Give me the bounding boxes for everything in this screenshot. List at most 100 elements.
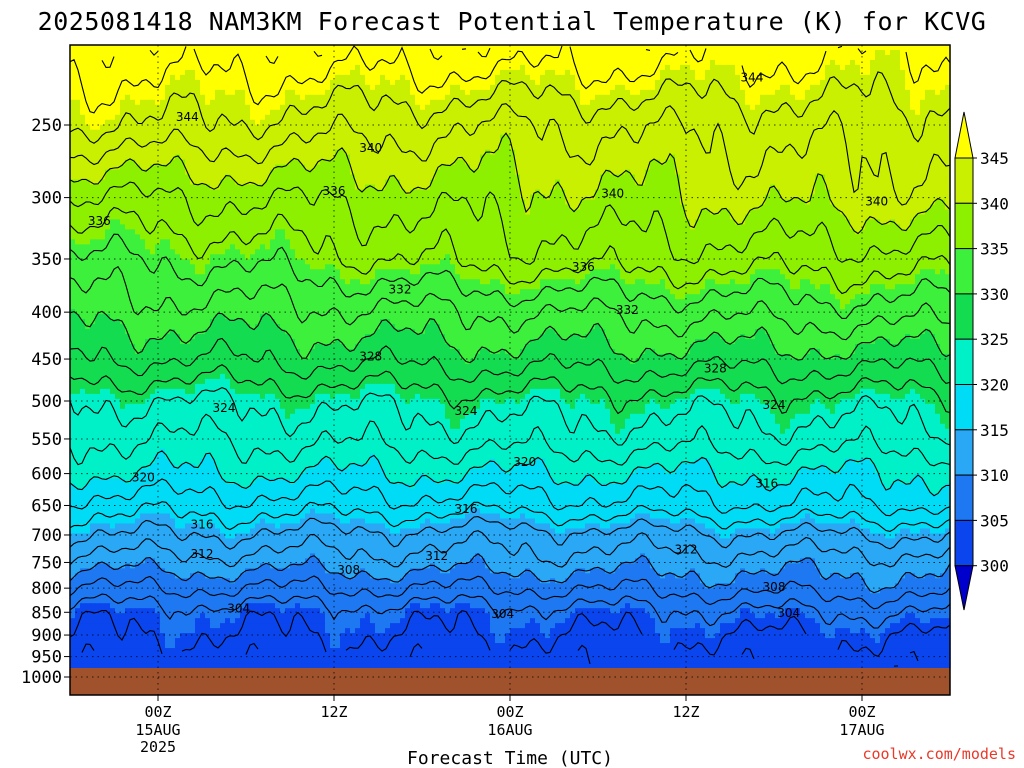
field-cell	[815, 105, 821, 111]
field-cell	[715, 165, 721, 171]
field-cell	[190, 155, 196, 161]
field-cell	[240, 90, 246, 96]
field-cell	[525, 75, 531, 81]
field-cell	[275, 75, 281, 81]
field-cell	[885, 175, 891, 181]
field-cell	[480, 105, 486, 111]
field-cell	[655, 155, 661, 161]
field-cell	[900, 160, 906, 166]
field-cell	[870, 100, 876, 106]
field-cell	[215, 110, 221, 116]
field-cell	[135, 65, 141, 71]
field-cell	[665, 90, 671, 96]
field-cell	[480, 135, 486, 141]
field-cell	[610, 85, 616, 91]
field-cell	[200, 85, 206, 91]
field-cell	[105, 85, 111, 91]
field-cell	[380, 85, 386, 91]
field-cell	[875, 90, 881, 96]
field-cell	[780, 115, 786, 121]
field-cell	[675, 155, 681, 161]
field-cell	[115, 100, 121, 106]
field-cell	[100, 80, 106, 86]
field-cell	[525, 50, 531, 56]
field-cell	[920, 100, 926, 106]
field-cell	[770, 130, 776, 136]
field-cell	[95, 55, 101, 61]
field-cell	[925, 150, 931, 156]
field-cell	[330, 50, 336, 56]
field-cell	[270, 150, 276, 156]
field-cell	[390, 50, 396, 56]
field-cell	[210, 180, 216, 186]
field-cell	[255, 145, 261, 151]
field-cell	[850, 135, 856, 141]
field-cell	[315, 60, 321, 66]
field-cell	[340, 125, 346, 131]
field-cell	[205, 85, 211, 91]
field-cell	[315, 145, 321, 151]
field-cell	[100, 140, 106, 146]
field-cell	[280, 50, 286, 56]
field-cell	[95, 185, 101, 191]
field-cell	[665, 85, 671, 91]
field-cell	[640, 65, 646, 71]
field-cell	[525, 140, 531, 146]
field-cell	[690, 60, 696, 66]
field-cell	[140, 125, 146, 131]
field-cell	[860, 135, 866, 141]
field-cell	[615, 55, 621, 61]
field-cell	[700, 115, 706, 121]
field-cell	[705, 180, 711, 186]
field-cell	[840, 175, 846, 181]
field-cell	[915, 100, 921, 106]
field-cell	[265, 140, 271, 146]
field-cell	[535, 50, 541, 56]
field-cell	[520, 140, 526, 146]
field-cell	[765, 70, 771, 76]
field-cell	[790, 170, 796, 176]
field-cell	[145, 185, 151, 191]
field-cell	[905, 95, 911, 101]
field-cell	[170, 180, 176, 186]
field-cell	[75, 110, 81, 116]
field-cell	[80, 115, 86, 121]
field-cell	[795, 105, 801, 111]
field-cell	[150, 90, 156, 96]
field-cell	[770, 65, 776, 71]
field-cell	[490, 145, 496, 151]
field-cell	[785, 90, 791, 96]
field-cell	[365, 110, 371, 116]
field-cell	[650, 60, 656, 66]
field-cell	[820, 160, 826, 166]
field-cell	[530, 180, 536, 186]
field-cell	[415, 175, 421, 181]
field-cell	[450, 155, 456, 161]
field-cell	[635, 70, 641, 76]
field-cell	[850, 110, 856, 116]
field-cell	[405, 90, 411, 96]
field-cell	[85, 45, 91, 51]
field-cell	[255, 175, 261, 181]
field-cell	[615, 80, 621, 86]
field-cell	[75, 95, 81, 101]
field-cell	[390, 185, 396, 191]
field-cell	[445, 125, 451, 131]
field-cell	[470, 140, 476, 146]
field-cell	[70, 115, 76, 121]
field-cell	[900, 65, 906, 71]
field-cell	[900, 130, 906, 136]
field-cell	[380, 110, 386, 116]
field-cell	[690, 75, 696, 81]
field-cell	[825, 165, 831, 171]
field-cell	[860, 55, 866, 61]
field-cell	[860, 65, 866, 71]
field-cell	[315, 170, 321, 176]
field-cell	[655, 125, 661, 131]
field-cell	[200, 140, 206, 146]
field-cell	[235, 150, 241, 156]
field-cell	[865, 55, 871, 61]
field-cell	[425, 95, 431, 101]
field-cell	[650, 175, 656, 181]
field-cell	[410, 155, 416, 161]
